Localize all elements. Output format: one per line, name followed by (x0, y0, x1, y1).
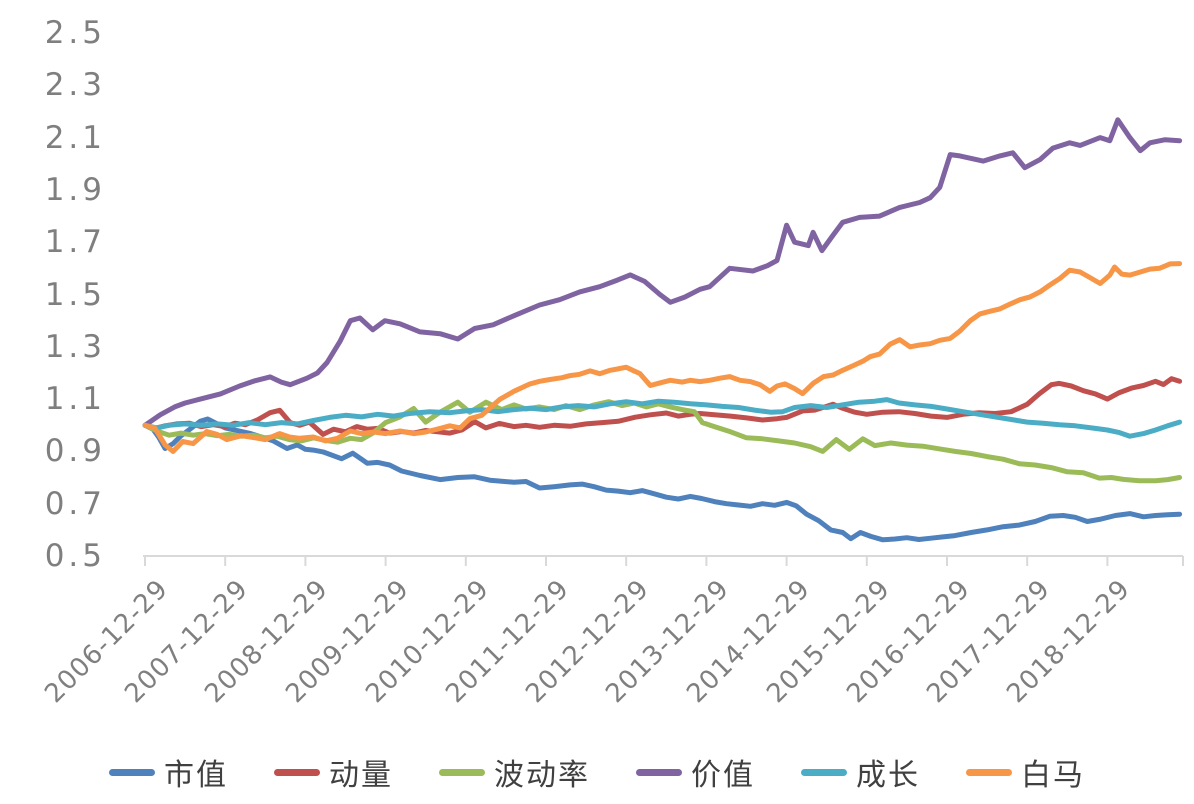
y-axis-label: 1.5 (44, 276, 106, 313)
legend-item-volatility: 波动率 (439, 750, 590, 794)
y-axis-label: 2.3 (44, 67, 106, 104)
y-axis-label: 2.1 (44, 119, 106, 156)
y-axis-label: 0.7 (44, 485, 106, 522)
series-line-growth (142, 397, 1183, 439)
legend-swatch-momentum (274, 768, 320, 776)
legend-swatch-volatility (439, 768, 485, 776)
legend-item-value: 价值 (636, 750, 755, 794)
legend-item-market-cap: 市值 (109, 750, 228, 794)
y-axis-label: 2.5 (44, 15, 106, 51)
legend-swatch-market-cap (109, 768, 155, 776)
legend-swatch-value (636, 768, 682, 776)
legend-swatch-white-horse (966, 768, 1012, 776)
legend-item-momentum: 动量 (274, 750, 393, 794)
chart-legend: 市值 动量 波动率 价值 成长 白马 (0, 750, 1194, 794)
y-axis-label: 0.5 (44, 538, 106, 574)
y-axis-label: 1.9 (44, 171, 106, 208)
legend-label-momentum: 动量 (329, 758, 393, 793)
y-axis-label: 1.3 (44, 328, 106, 365)
legend-swatch-growth (801, 768, 847, 776)
series-line-value (142, 117, 1183, 428)
legend-label-volatility: 波动率 (494, 758, 590, 793)
y-axis-label: 1.1 (44, 381, 106, 418)
legend-label-market-cap: 市值 (164, 758, 228, 793)
y-axis-label: 0.9 (44, 433, 106, 470)
series-line-white-horse (142, 261, 1183, 454)
legend-item-white-horse: 白马 (966, 750, 1085, 794)
legend-item-growth: 成长 (801, 750, 920, 794)
y-axis-label: 1.7 (44, 224, 106, 261)
legend-label-growth: 成长 (856, 758, 920, 793)
legend-label-white-horse: 白马 (1021, 758, 1085, 793)
legend-label-value: 价值 (691, 758, 755, 793)
